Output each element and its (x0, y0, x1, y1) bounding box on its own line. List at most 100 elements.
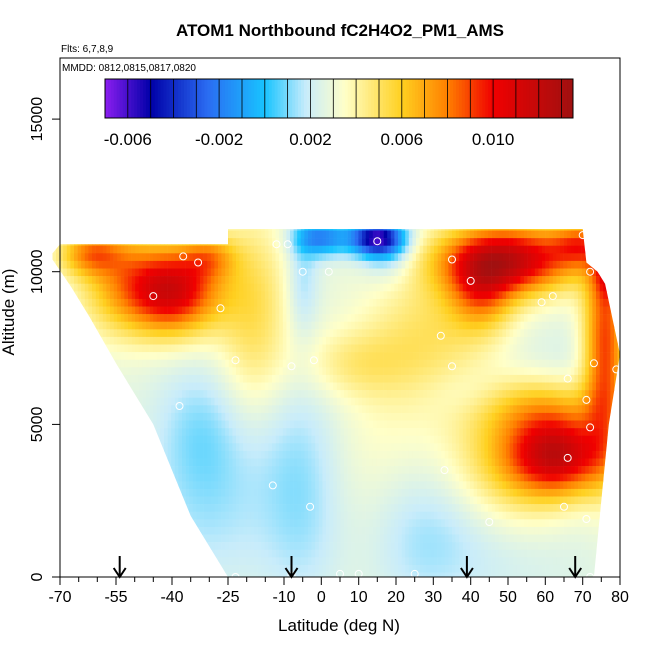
heatmap-cell (297, 329, 302, 338)
heatmap-cell (174, 268, 179, 277)
heatmap-cell (275, 488, 280, 497)
heatmap-cell (92, 283, 96, 292)
heatmap-cell (66, 511, 71, 520)
heatmap-cell (394, 390, 399, 398)
heatmap-cell (95, 359, 100, 368)
heatmap-cell (293, 321, 298, 330)
heatmap-cell (394, 359, 399, 368)
heatmap-cell (185, 504, 190, 512)
heatmap-cell (99, 329, 104, 338)
heatmap-cell (171, 549, 176, 558)
heatmap-cell (88, 466, 93, 474)
heatmap-cell (369, 230, 374, 239)
heatmap-cell (239, 549, 244, 558)
heatmap-cell (228, 435, 233, 444)
heatmap-cell (408, 443, 413, 452)
heatmap-cell (239, 390, 244, 398)
heatmap-cell (290, 526, 294, 535)
heatmap-cell (218, 367, 222, 376)
heatmap-cell (290, 519, 294, 528)
heatmap-cell (84, 321, 89, 330)
heatmap-cell (81, 526, 86, 535)
heatmap-cell (362, 412, 366, 421)
heatmap-cell (243, 352, 248, 360)
heatmap-cell (394, 557, 399, 566)
heatmap-cell (354, 229, 359, 231)
heatmap-cell (423, 390, 428, 398)
heatmap-cell (336, 473, 341, 482)
heatmap-cell (156, 245, 161, 254)
heatmap-cell (77, 276, 82, 284)
heatmap-cell (218, 276, 222, 284)
heatmap-cell (88, 352, 93, 360)
heatmap-cell (200, 450, 204, 459)
heatmap-cell (401, 435, 406, 444)
heatmap-cell (203, 260, 208, 269)
heatmap-cell (84, 443, 89, 452)
heatmap-cell (196, 298, 201, 307)
heatmap-cell (117, 359, 122, 368)
heatmap-cell (250, 519, 255, 528)
heatmap-cell (268, 374, 273, 383)
heatmap-cell (77, 352, 82, 360)
heatmap-cell (81, 321, 86, 330)
heatmap-cell (149, 268, 154, 277)
heatmap-cell (261, 390, 266, 398)
heatmap-cell (88, 572, 93, 577)
heatmap-cell (297, 238, 302, 246)
heatmap-cell (117, 314, 122, 322)
heatmap-cell (167, 268, 172, 277)
heatmap-cell (203, 329, 208, 338)
heatmap-cell (128, 435, 132, 444)
heatmap-cell (401, 443, 406, 452)
heatmap-cell (390, 458, 395, 467)
heatmap-cell (77, 481, 82, 490)
heatmap-cell (322, 268, 327, 277)
heatmap-cell (372, 245, 377, 254)
heatmap-cell (113, 253, 118, 262)
heatmap-cell (228, 276, 233, 284)
heatmap-cell (347, 306, 352, 315)
heatmap-cell (117, 374, 122, 383)
heatmap-cell (167, 367, 172, 376)
heatmap-cell (390, 268, 395, 277)
heatmap-cell (408, 412, 413, 421)
heatmap-cell (135, 229, 140, 231)
heatmap-cell (401, 526, 406, 535)
heatmap-cell (412, 412, 417, 421)
heatmap-cell (405, 450, 410, 459)
heatmap-cell (268, 306, 273, 315)
heatmap-cell (146, 230, 150, 239)
heatmap-cell (293, 412, 298, 421)
heatmap-cell (203, 245, 208, 254)
heatmap-cell (164, 420, 168, 429)
heatmap-cell (225, 298, 230, 307)
heatmap-cell (128, 564, 132, 573)
heatmap-cell (430, 298, 435, 307)
heatmap-cell (387, 572, 392, 577)
heatmap-cell (426, 412, 431, 421)
heatmap-cell (70, 405, 75, 414)
heatmap-cell (372, 511, 377, 520)
heatmap-cell (236, 230, 240, 239)
heatmap-cell (344, 321, 348, 330)
heatmap-cell (412, 314, 417, 322)
heatmap-cell (95, 420, 100, 429)
heatmap-cell (70, 412, 75, 421)
heatmap-cell (275, 519, 280, 528)
heatmap-cell (254, 412, 258, 421)
heatmap-cell (192, 352, 197, 360)
heatmap-cell (138, 435, 143, 444)
heatmap-cell (279, 511, 284, 520)
heatmap-cell (84, 420, 89, 429)
heatmap-cell (113, 321, 118, 330)
heatmap-cell (261, 253, 266, 262)
heatmap-cell (340, 564, 345, 573)
heatmap-cell (333, 359, 338, 368)
heatmap-cell (351, 291, 356, 300)
heatmap-cell (138, 314, 143, 322)
heatmap-cell (246, 268, 251, 277)
heatmap-cell (156, 268, 161, 277)
heatmap-cell (430, 306, 435, 315)
heatmap-cell (178, 344, 183, 353)
